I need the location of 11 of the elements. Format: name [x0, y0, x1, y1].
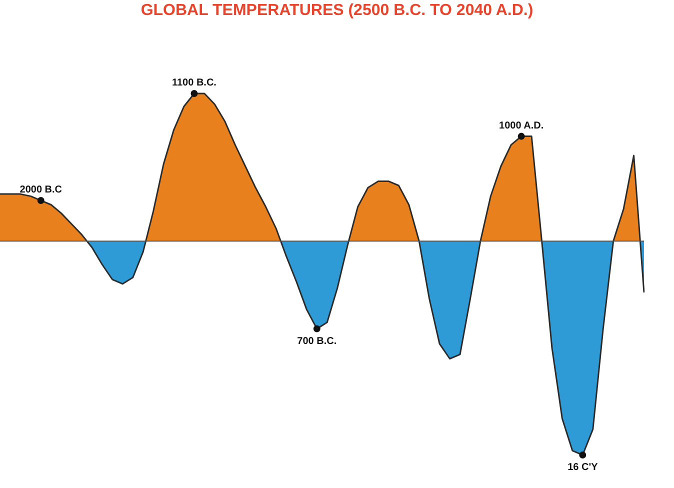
annotation: 2000 B.C: [20, 184, 62, 196]
annotation: 700 B.C.: [297, 336, 337, 347]
point: [579, 452, 586, 458]
point: [313, 325, 320, 332]
annotation: 1000 A.D.: [499, 120, 544, 132]
chart-title: GLOBAL TEMPERATURES (2500 B.C. TO 2040 A.D.): [140, 2, 534, 20]
annotation: 1100 B.C.: [172, 78, 217, 89]
point: [190, 90, 198, 98]
point: [518, 132, 525, 140]
point: [37, 196, 44, 204]
annotation: 16 C'Y: [568, 462, 598, 473]
